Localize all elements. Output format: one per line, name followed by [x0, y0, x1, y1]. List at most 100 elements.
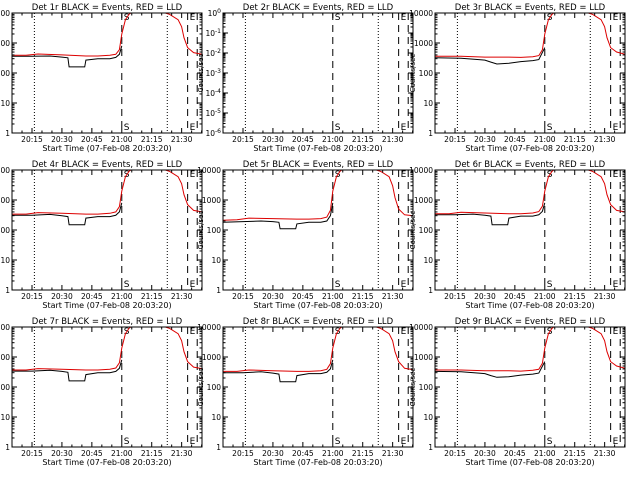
marker-start: S	[547, 123, 553, 133]
marker-start: S	[547, 437, 553, 447]
x-tick-label: 20:15	[21, 292, 43, 301]
y-axis-label: Counts/sec	[409, 368, 417, 407]
y-tick-label: 1	[5, 286, 10, 295]
x-tick-label: 21:15	[352, 449, 374, 458]
x-tick-label: 21:00	[111, 449, 133, 458]
x-tick-label: 20:45	[81, 135, 103, 144]
panel-title: Det 6r BLACK = Events, RED = LLD	[455, 160, 606, 170]
x-tick-label: 20:15	[232, 292, 254, 301]
series-group	[12, 13, 202, 68]
y-tick-label: 1000	[202, 353, 221, 362]
series-group	[223, 327, 413, 383]
x-tick-label: 21:30	[594, 449, 616, 458]
lld-series-line	[12, 327, 202, 371]
x-tick-label: 20:15	[21, 449, 43, 458]
x-tick-label: 20:15	[21, 135, 43, 144]
y-tick-label: 10	[211, 256, 221, 265]
x-tick-label: 20:30	[262, 135, 284, 144]
x-tick-label: 21:30	[171, 449, 193, 458]
series-group	[12, 170, 202, 226]
panel-title: Det 7r BLACK = Events, RED = LLD	[32, 317, 183, 327]
x-tick-label: 20:45	[504, 449, 526, 458]
x-tick-label: 21:00	[534, 292, 556, 301]
series-group	[435, 170, 625, 226]
x-tick-label: 20:30	[51, 135, 73, 144]
y-tick-label: 10000	[409, 9, 433, 18]
x-tick-label: 20:30	[51, 292, 73, 301]
marker-end: E	[190, 327, 196, 337]
y-tick-label: 1	[428, 129, 433, 138]
events-series-line	[435, 47, 546, 65]
marker-start: S	[335, 123, 341, 133]
x-axis-label: Start Time (07-Feb-08 20:03:20)	[465, 144, 594, 153]
y-tick-label: 1000	[202, 196, 221, 205]
series-group	[435, 13, 625, 65]
marker-start: S	[335, 280, 341, 290]
panel-det-1: Det 1r BLACK = Events, RED = LLDSESE1101…	[0, 3, 203, 153]
x-tick-label: 21:00	[322, 135, 344, 144]
panel-title: Det 5r BLACK = Events, RED = LLD	[243, 160, 394, 170]
y-axis-label: Counts/sec	[409, 54, 417, 93]
y-tick-label: 10-1	[205, 28, 221, 38]
plot-frame	[11, 326, 203, 448]
marker-end: E	[613, 123, 619, 133]
plot-frame	[222, 12, 414, 134]
plot-frame	[434, 12, 626, 134]
y-tick-label: 1	[428, 286, 433, 295]
y-tick-label: 100	[419, 383, 434, 392]
x-tick-label: 21:30	[382, 292, 404, 301]
lld-series-line	[223, 170, 413, 221]
x-tick-label: 20:45	[292, 449, 314, 458]
x-tick-label: 21:30	[171, 292, 193, 301]
x-tick-label: 20:30	[474, 292, 496, 301]
marker-end: E	[401, 327, 407, 337]
plot-frame	[434, 169, 626, 291]
x-tick-label: 21:30	[594, 135, 616, 144]
y-tick-label: 1	[5, 443, 10, 452]
x-tick-label: 20:15	[444, 292, 466, 301]
events-series-line	[435, 361, 546, 378]
y-tick-label: 10000	[0, 323, 10, 332]
x-tick-label: 21:15	[141, 135, 163, 144]
x-tick-label: 21:15	[564, 135, 586, 144]
panel-title: Det 9r BLACK = Events, RED = LLD	[455, 317, 606, 327]
series-group	[223, 170, 413, 230]
x-tick-label: 20:45	[292, 135, 314, 144]
marker-end: E	[401, 437, 407, 447]
marker-end: E	[190, 280, 196, 290]
y-tick-label: 10000	[197, 166, 221, 175]
x-axis-label: Start Time (07-Feb-08 20:03:20)	[253, 458, 382, 467]
series-group	[12, 327, 202, 382]
y-tick-label: 10000	[197, 323, 221, 332]
marker-end: E	[613, 437, 619, 447]
x-tick-label: 20:30	[474, 135, 496, 144]
panel-title: Det 8r BLACK = Events, RED = LLD	[243, 317, 394, 327]
plot-frame	[222, 326, 414, 448]
y-tick-label: 1000	[414, 39, 433, 48]
y-tick-label: 10-3	[205, 68, 221, 78]
y-tick-label: 10-6	[205, 128, 221, 138]
marker-end: E	[190, 170, 196, 180]
x-tick-label: 20:30	[51, 449, 73, 458]
marker-end: E	[613, 13, 619, 23]
marker-end: E	[401, 13, 407, 23]
x-tick-label: 21:00	[322, 292, 344, 301]
panel-title: Det 4r BLACK = Events, RED = LLD	[32, 160, 183, 170]
panel-title: Det 2r BLACK = Events, RED = LLD	[243, 3, 394, 13]
x-tick-label: 20:30	[262, 449, 284, 458]
y-tick-label: 1000	[414, 196, 433, 205]
x-tick-label: 21:15	[564, 292, 586, 301]
x-tick-label: 21:00	[111, 292, 133, 301]
y-tick-label: 100	[207, 383, 222, 392]
marker-start: S	[335, 437, 341, 447]
lld-series-line	[12, 170, 202, 215]
plot-frame	[11, 169, 203, 291]
plot-frame	[11, 12, 203, 134]
y-tick-label: 10-4	[205, 88, 221, 98]
x-tick-label: 20:15	[232, 449, 254, 458]
events-series-line	[223, 359, 334, 383]
